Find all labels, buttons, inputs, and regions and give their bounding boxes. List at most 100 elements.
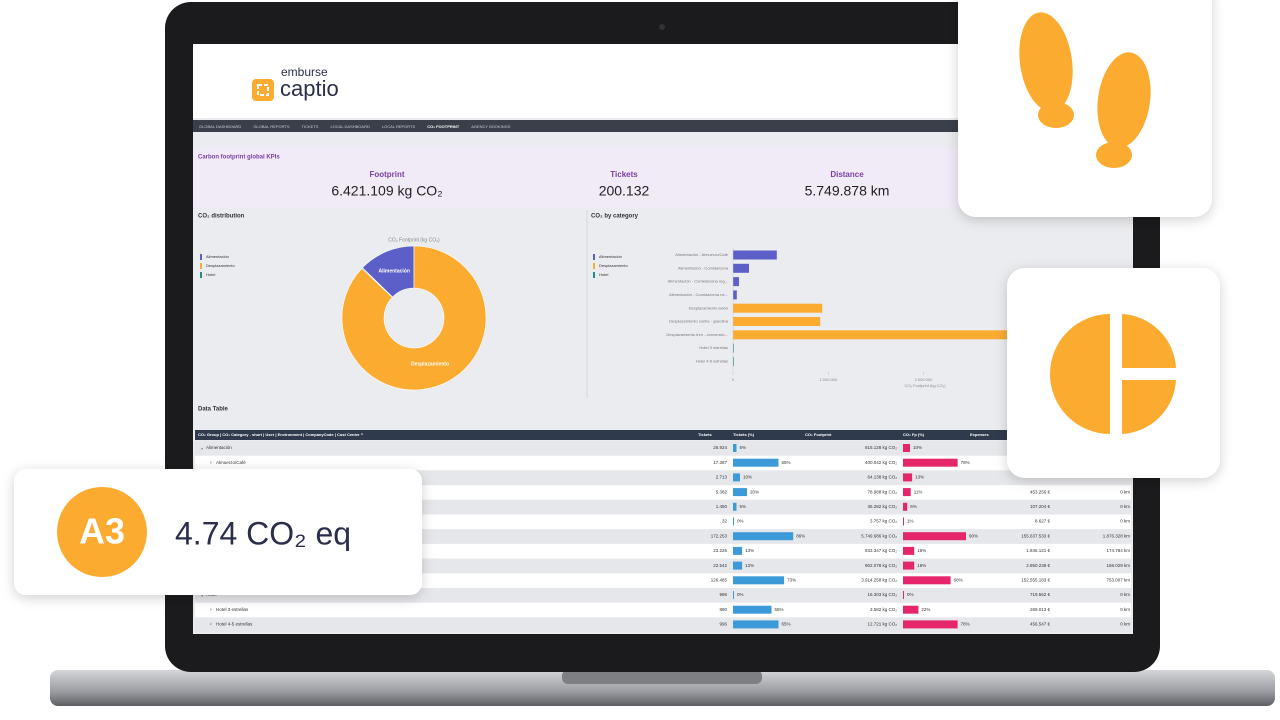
- cell: 16%: [917, 563, 926, 568]
- cell: 833.347 kg CO₂: [865, 548, 897, 553]
- cell: 1.846.121 €: [1026, 548, 1050, 553]
- column-header: Expenses: [970, 432, 989, 437]
- cell: 174.784 km: [1106, 548, 1130, 553]
- pct-bar: [733, 458, 779, 467]
- bar-label: Hotel 4-5 estrellas: [696, 358, 728, 363]
- pct-bar: [733, 576, 785, 585]
- legend-label: Alimentación: [206, 254, 229, 259]
- row-name: Almuerzo/Café: [216, 460, 246, 465]
- cell: 269.013 €: [1030, 607, 1051, 612]
- cell: 0 km: [1120, 622, 1130, 627]
- cell: 107.204 €: [1030, 504, 1051, 509]
- pct-bar: [903, 488, 911, 497]
- cell: 6%: [910, 504, 917, 509]
- bar: [733, 277, 739, 287]
- cell: 5%: [740, 504, 747, 509]
- nav-item: GLOBAL REPORTS: [253, 124, 290, 129]
- brand-product: captio: [280, 76, 339, 101]
- column-header: CO₂ Fp (%): [903, 432, 925, 437]
- legend-label: Desplazamiento: [599, 263, 628, 268]
- cell: 0 km: [1120, 489, 1130, 494]
- legend-swatch: [593, 272, 595, 278]
- kpi-label: Tickets: [610, 170, 638, 179]
- pct-bar: [733, 620, 779, 629]
- cell: 68%: [954, 577, 963, 582]
- donut-slice: [361, 267, 393, 298]
- table-row: [195, 588, 1131, 603]
- footprint-card: [958, 0, 1212, 217]
- table-row: [195, 441, 1131, 456]
- pct-bar: [733, 546, 743, 555]
- x-axis-label: CO₂ Footprint (kg CO₂): [904, 383, 946, 388]
- pct-bar: [733, 488, 747, 497]
- nav-item: CO₂ FOOTPRINT: [427, 124, 460, 129]
- bar-label: Desplazamiento avión: [689, 305, 728, 310]
- nav-item: AGENCY BOOKINGS: [471, 124, 511, 129]
- pct-bar: [733, 591, 734, 599]
- pct-bar: [903, 591, 904, 599]
- cell: 3.582 kg CO₂: [870, 607, 897, 612]
- row-chevron: ⌄: [200, 445, 204, 451]
- pct-bar: [903, 532, 966, 541]
- pct-bar: [733, 532, 794, 541]
- cell: 456.547 €: [1030, 622, 1051, 627]
- cell: 902.078 kg CO₂: [865, 563, 897, 568]
- cell: 16%: [917, 548, 926, 553]
- nav-bar: [193, 120, 1133, 132]
- table-row: [195, 514, 1131, 530]
- panels: [193, 208, 1133, 400]
- chart-title: CO₂ Footprint (kg CO₂): [388, 237, 440, 243]
- row-chevron: ⌄: [200, 592, 204, 598]
- bar: [733, 263, 749, 273]
- row-name: Alimentación: [206, 445, 232, 450]
- row-chevron: ›: [210, 607, 212, 613]
- table-row: [195, 485, 1131, 500]
- cell: 73%: [787, 577, 796, 582]
- cell: 0 km: [1120, 519, 1130, 524]
- kpi-label: Footprint: [369, 170, 404, 179]
- cell: 0 km: [1120, 504, 1130, 509]
- table-title: Data Table: [198, 407, 229, 413]
- bar-label: Desplazamiento tren - convencio...: [666, 332, 728, 337]
- cell: 20%: [750, 489, 759, 494]
- table-row: [195, 470, 1131, 486]
- laptop-notch: [562, 670, 762, 684]
- legend-label: Desplazamiento: [206, 263, 235, 268]
- cell: 17.387: [713, 460, 727, 465]
- pct-bar: [903, 473, 913, 482]
- row-name: Hotel 3 estrellas: [216, 607, 249, 612]
- logo-icon-inner: [257, 84, 269, 96]
- footprint-icon: [1019, 12, 1151, 168]
- kpi-value: 6.421.109 kg CO₂: [331, 183, 442, 199]
- cell: 22.542: [713, 563, 727, 568]
- bar-label: Alimentación - Comida/cena reg...: [668, 279, 728, 284]
- pct-bar: [733, 561, 743, 570]
- x-tick-label: 1.000.000: [819, 377, 838, 382]
- bar: [733, 317, 821, 326]
- bar: [733, 356, 734, 366]
- cell: 36.282 kg CO₂: [867, 504, 897, 509]
- cell: 5.749.686 kg CO₂: [861, 533, 897, 538]
- cell: 13%: [745, 548, 754, 553]
- cell: 815.128 kg CO₂: [865, 445, 897, 450]
- pct-bar: [903, 561, 915, 570]
- pct-bar: [733, 473, 740, 482]
- row-chevron: ›: [210, 460, 212, 466]
- legend-swatch: [200, 254, 202, 260]
- cell: 0%: [737, 519, 744, 524]
- column-header: CO₂ Group | CO₂ Category - short | User …: [198, 432, 364, 437]
- pct-bar: [903, 458, 958, 467]
- cell: 155.637.533 €: [1021, 533, 1050, 538]
- x-tick-label: 0: [732, 377, 735, 382]
- legend-swatch: [200, 272, 202, 278]
- cell: 3.757 kg CO₂: [870, 519, 897, 524]
- pct-bar: [733, 502, 737, 511]
- row-chevron: ›: [210, 622, 212, 628]
- x-tick-label: 2.000.000: [915, 377, 934, 382]
- legend-label: Hotel: [599, 272, 608, 277]
- legend-swatch: [593, 254, 595, 260]
- panel-title: CO₂ distribution: [198, 214, 245, 220]
- cell: 172.253: [711, 533, 728, 538]
- nav-item: LOCAL DASHBOARD: [330, 124, 370, 129]
- chart-card: [1007, 268, 1220, 478]
